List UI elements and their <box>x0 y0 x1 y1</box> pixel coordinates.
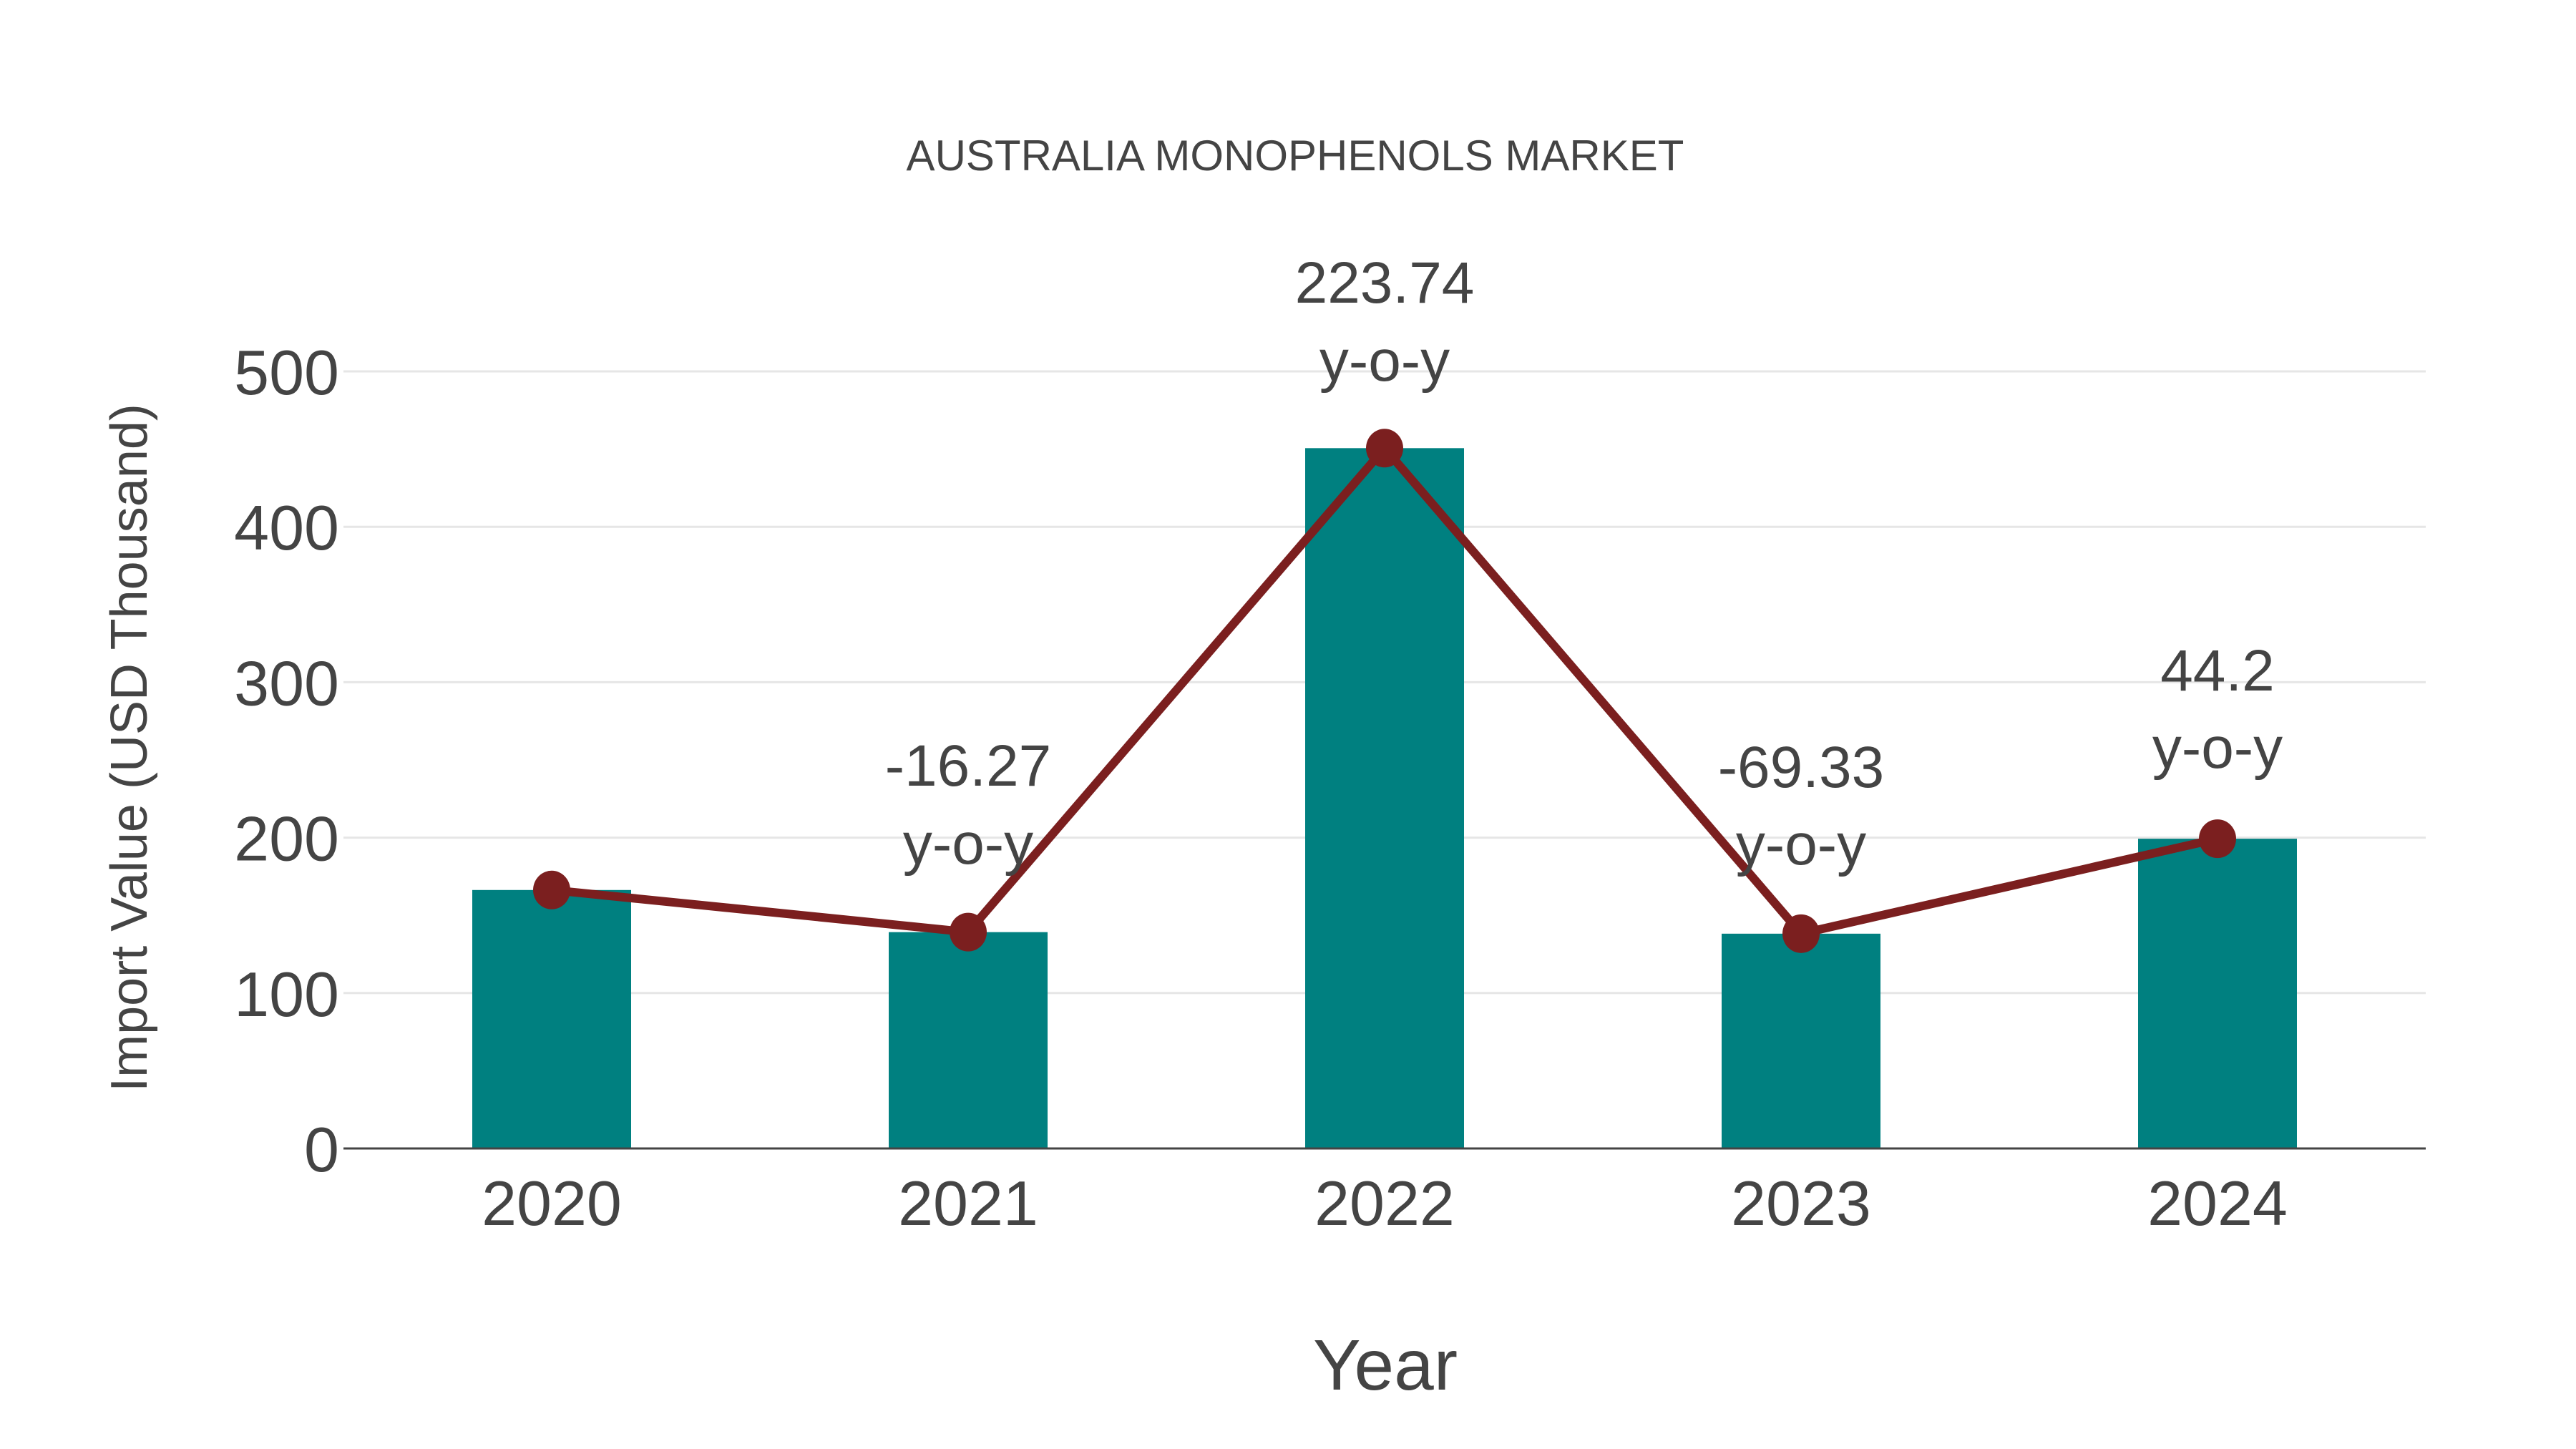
yoy-value-label: -16.27 <box>885 733 1052 799</box>
yoy-annotations: -16.27 y-o-y 223.74 y-o-y -69.33 y-o-y 44.2 y-o… <box>885 250 2283 877</box>
bar-2024 <box>2138 839 2297 1148</box>
y-tick-label: 100 <box>234 959 339 1030</box>
yoy-suffix-label: y-o-y <box>2152 716 2283 781</box>
y-tick-label: 300 <box>234 648 339 718</box>
y-tick-label: 200 <box>234 804 339 874</box>
chart-title: AUSTRALIA MONOPHENOLS MARKET <box>907 132 1684 180</box>
y-axis-ticks: 0 100 200 300 400 500 <box>234 337 339 1185</box>
x-tick-label: 2024 <box>2147 1168 2288 1239</box>
x-tick-label: 2022 <box>1314 1168 1455 1239</box>
y-tick-label: 0 <box>304 1114 339 1185</box>
x-axis-title: Year <box>1313 1325 1458 1405</box>
y-axis-title: Import Value (USD Thousand) <box>101 404 158 1092</box>
y-tick-label: 400 <box>234 492 339 563</box>
bar-2021 <box>889 932 1048 1148</box>
bar-2020 <box>472 889 631 1148</box>
bar-series <box>472 448 2297 1148</box>
bar-2023 <box>1722 933 1880 1148</box>
yoy-suffix-label: y-o-y <box>1319 328 1450 394</box>
yoy-value-label: 44.2 <box>2160 638 2275 703</box>
line-marker-2022 <box>1366 429 1403 468</box>
x-tick-label: 2020 <box>482 1168 622 1239</box>
x-axis-ticks: 2020 2021 2022 2023 2024 <box>482 1168 2288 1239</box>
line-series <box>533 429 2236 953</box>
yoy-suffix-label: y-o-y <box>903 811 1033 877</box>
bar-2022 <box>1305 448 1464 1148</box>
yoy-suffix-label: y-o-y <box>1736 812 1866 877</box>
yoy-value-label: -69.33 <box>1718 735 1885 800</box>
line-marker-2020 <box>533 870 570 909</box>
line-marker-2023 <box>1782 914 1820 953</box>
line-marker-2021 <box>950 912 987 952</box>
x-tick-label: 2021 <box>898 1168 1038 1239</box>
line-marker-2024 <box>2199 819 2236 859</box>
x-tick-label: 2023 <box>1731 1168 1871 1239</box>
y-tick-label: 500 <box>234 337 339 408</box>
yoy-value-label: 223.74 <box>1295 250 1475 316</box>
